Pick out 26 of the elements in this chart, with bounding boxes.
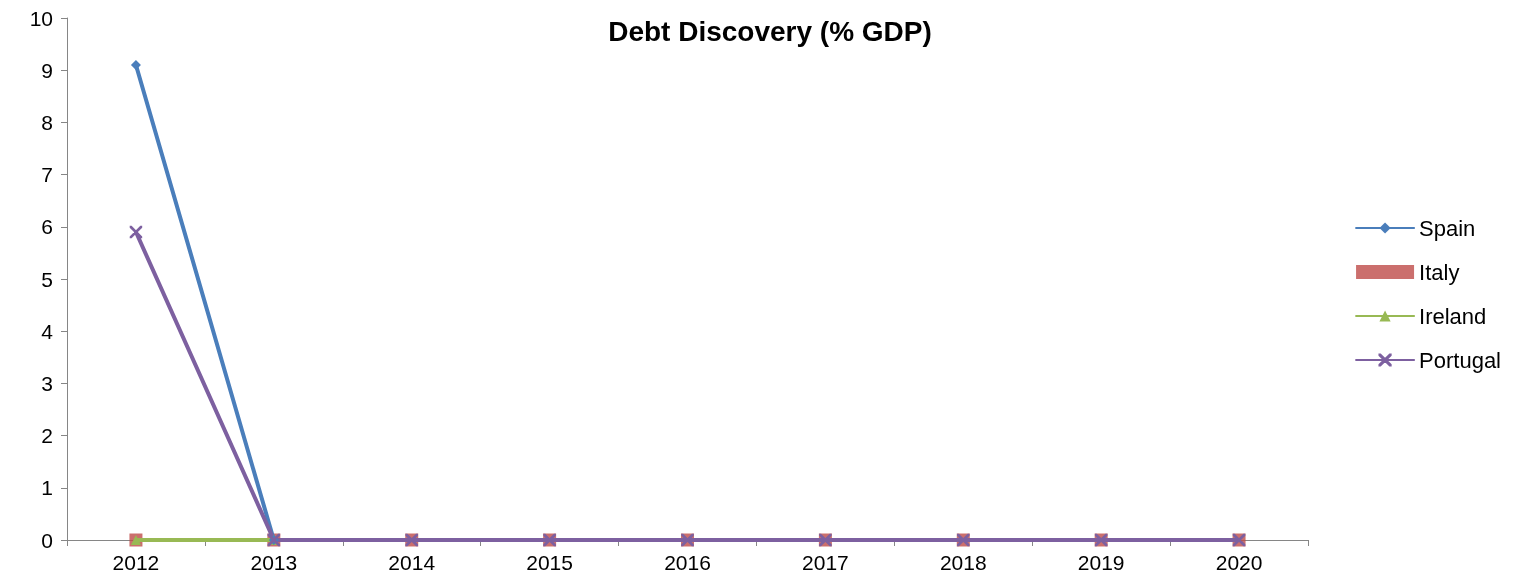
x-tick-label: 2015 xyxy=(526,551,573,574)
x-tick-label: 2014 xyxy=(388,551,436,574)
y-tick-label: 2 xyxy=(41,424,53,448)
y-tick-label: 4 xyxy=(41,319,54,343)
y-tick-label: 3 xyxy=(41,371,53,395)
point xyxy=(130,59,141,70)
x-tick-label: 2013 xyxy=(250,551,298,574)
legend-label: Italy xyxy=(1419,259,1460,285)
y-tick-label: 9 xyxy=(41,58,53,82)
y-tick-label: 1 xyxy=(41,476,53,500)
y-tick-label: 7 xyxy=(41,163,53,187)
x-tick-label: 2018 xyxy=(939,551,987,574)
x-tick-label: 2012 xyxy=(112,551,160,574)
x-tick-label: 2016 xyxy=(664,551,711,574)
x-tick-label: 2020 xyxy=(1215,551,1263,574)
y-tick-label: 5 xyxy=(41,267,53,291)
y-tick-label: 0 xyxy=(41,528,53,552)
x-tick-label: 2019 xyxy=(1077,551,1125,574)
legend-label: Ireland xyxy=(1419,303,1487,329)
y-tick-label: 6 xyxy=(41,215,53,239)
legend-label: Spain xyxy=(1419,215,1476,241)
y-tick-label: 10 xyxy=(29,6,53,30)
x-tick-label: 2017 xyxy=(802,551,849,574)
y-tick-label: 8 xyxy=(41,110,53,134)
chart-title: Debt Discovery (% GDP) xyxy=(608,15,932,47)
legend-label: Portugal xyxy=(1419,347,1502,373)
